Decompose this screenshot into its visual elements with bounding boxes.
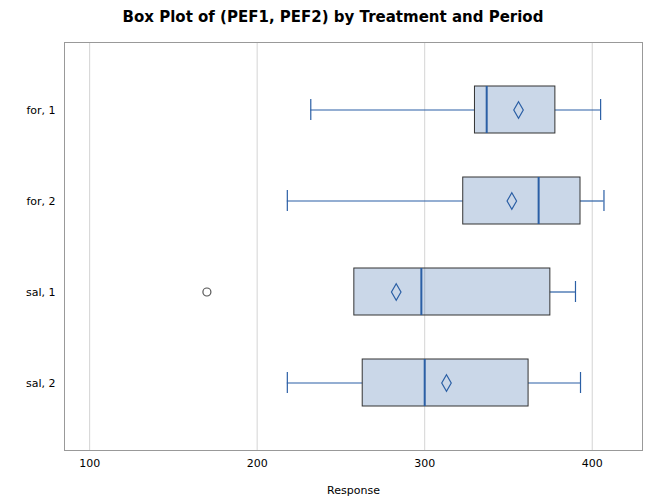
- svg-text:400: 400: [582, 457, 603, 470]
- svg-text:200: 200: [247, 457, 268, 470]
- html-text:Box Plot of (PEF1, PEF2) by Tr: Box Plot of (PEF1, PEF2) by Treatment an…: [122, 8, 544, 26]
- svg-text:for, 1: for, 1: [26, 104, 55, 117]
- svg-text:for, 2: for, 2: [26, 195, 55, 208]
- svg-text:Response: Response: [327, 484, 380, 497]
- svg-text:sal, 1: sal, 1: [26, 286, 56, 299]
- svg-text:sal, 2: sal, 2: [26, 377, 56, 390]
- svg-text:300: 300: [414, 457, 435, 470]
- svg-text:100: 100: [79, 457, 100, 470]
